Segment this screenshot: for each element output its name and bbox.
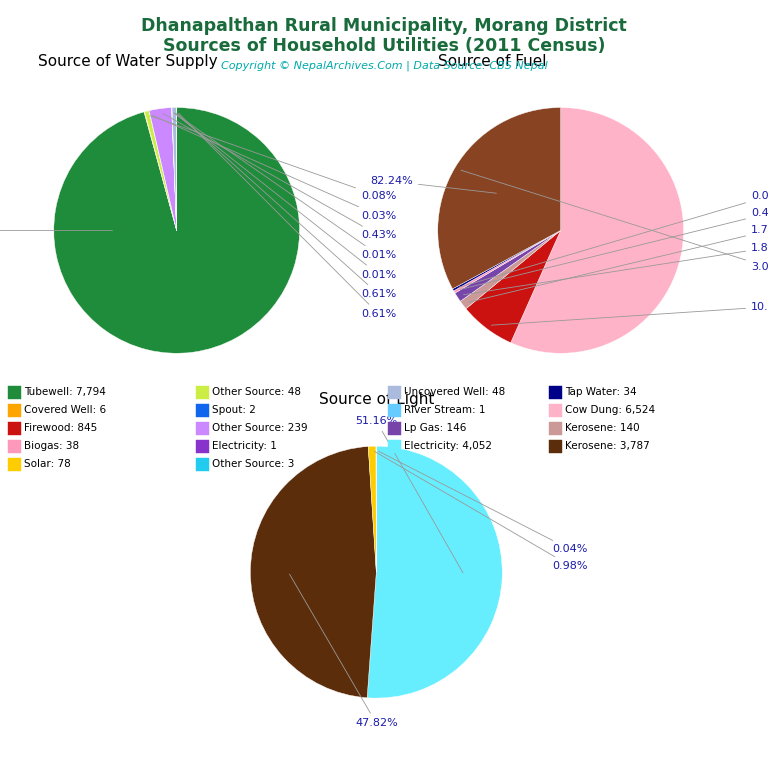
Text: 47.82%: 47.82% xyxy=(290,574,398,728)
Text: Sources of Household Utilities (2011 Census): Sources of Household Utilities (2011 Cen… xyxy=(163,37,605,55)
Wedge shape xyxy=(460,230,561,309)
Text: 0.01%: 0.01% xyxy=(174,113,396,280)
Text: Dhanapalthan Rural Municipality, Morang District: Dhanapalthan Rural Municipality, Morang … xyxy=(141,17,627,35)
Wedge shape xyxy=(367,446,502,698)
Text: Other Source: 48: Other Source: 48 xyxy=(212,386,301,397)
Text: Electricity: 1: Electricity: 1 xyxy=(212,441,276,451)
Text: 0.61%: 0.61% xyxy=(177,113,396,300)
Text: Lp Gas: 146: Lp Gas: 146 xyxy=(404,422,466,433)
Text: Solar: 78: Solar: 78 xyxy=(24,458,71,469)
Text: Source of Fuel: Source of Fuel xyxy=(438,54,546,68)
Wedge shape xyxy=(466,230,561,343)
Text: Tubewell: 7,794: Tubewell: 7,794 xyxy=(24,386,106,397)
Wedge shape xyxy=(144,112,177,230)
Text: 82.24%: 82.24% xyxy=(370,176,496,194)
Text: 98.25%: 98.25% xyxy=(0,225,112,236)
Wedge shape xyxy=(454,230,561,293)
Text: River Stream: 1: River Stream: 1 xyxy=(404,405,485,415)
Text: 10.65%: 10.65% xyxy=(492,302,768,325)
Text: 0.48%: 0.48% xyxy=(460,208,768,290)
Text: Other Source: 3: Other Source: 3 xyxy=(212,458,294,469)
Text: Electricity: 4,052: Electricity: 4,052 xyxy=(404,441,492,451)
Wedge shape xyxy=(149,108,177,230)
Wedge shape xyxy=(149,111,177,230)
Text: 3.01%: 3.01% xyxy=(461,170,768,273)
Text: 1.76%: 1.76% xyxy=(468,225,768,302)
Wedge shape xyxy=(452,230,561,291)
Text: Kerosene: 3,787: Kerosene: 3,787 xyxy=(565,441,650,451)
Text: Spout: 2: Spout: 2 xyxy=(212,405,256,415)
Text: 1.84%: 1.84% xyxy=(463,243,768,295)
Wedge shape xyxy=(171,108,177,230)
Text: Other Source: 239: Other Source: 239 xyxy=(212,422,308,433)
Text: 0.01%: 0.01% xyxy=(174,113,396,260)
Wedge shape xyxy=(455,230,561,301)
Text: Covered Well: 6: Covered Well: 6 xyxy=(24,405,106,415)
Text: 0.98%: 0.98% xyxy=(375,452,588,571)
Text: 0.43%: 0.43% xyxy=(164,114,396,240)
Text: 0.01%: 0.01% xyxy=(459,191,768,287)
Wedge shape xyxy=(250,446,376,698)
Text: 0.03%: 0.03% xyxy=(153,115,396,220)
Wedge shape xyxy=(172,108,177,230)
Text: Source of Water Supply: Source of Water Supply xyxy=(38,54,218,68)
Text: Tap Water: 34: Tap Water: 34 xyxy=(565,386,637,397)
Text: Biogas: 38: Biogas: 38 xyxy=(24,441,79,451)
Wedge shape xyxy=(438,108,561,289)
Text: 0.61%: 0.61% xyxy=(178,113,396,319)
Text: 0.04%: 0.04% xyxy=(379,452,588,554)
Text: Uncovered Well: 48: Uncovered Well: 48 xyxy=(404,386,505,397)
Text: Copyright © NepalArchives.Com | Data Source: CBS Nepal: Copyright © NepalArchives.Com | Data Sou… xyxy=(220,61,548,71)
Wedge shape xyxy=(511,108,684,353)
Text: 51.16%: 51.16% xyxy=(355,416,463,573)
Wedge shape xyxy=(368,446,376,572)
Title: Source of Light: Source of Light xyxy=(319,392,434,406)
Text: Firewood: 845: Firewood: 845 xyxy=(24,422,97,433)
Text: Cow Dung: 6,524: Cow Dung: 6,524 xyxy=(565,405,655,415)
Wedge shape xyxy=(172,108,177,230)
Wedge shape xyxy=(54,108,300,353)
Text: 0.08%: 0.08% xyxy=(151,116,396,201)
Text: Kerosene: 140: Kerosene: 140 xyxy=(565,422,640,433)
Wedge shape xyxy=(144,111,177,230)
